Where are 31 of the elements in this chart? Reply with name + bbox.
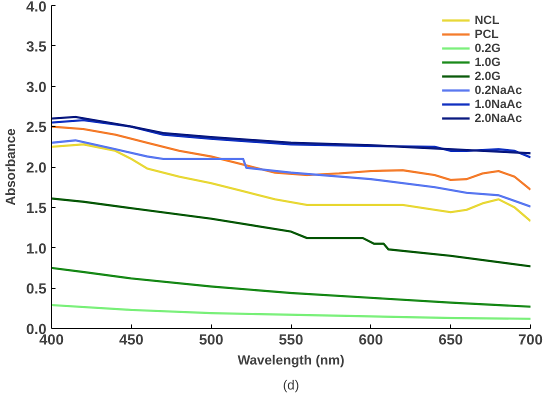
legend-label: 1.0G (474, 55, 501, 69)
text: (d) (282, 378, 300, 392)
x-tick-label: 700 (518, 332, 543, 348)
y-tick-label: 1.5 (26, 200, 46, 217)
line-series (52, 143, 530, 222)
x-axis-title: Wavelength (nm) (238, 352, 344, 368)
x-tick-label: 550 (278, 332, 304, 348)
x-tick-label: 600 (358, 332, 384, 348)
y-tick-label: 3.0 (26, 80, 46, 96)
y-axis-title: Absorbance (3, 128, 18, 206)
x-tick-label: 650 (438, 332, 463, 348)
legend-label: 0.2NaAc (474, 83, 522, 97)
y-tick-label: 1.0 (26, 241, 46, 258)
legend-label: 1.0NaAc (474, 97, 522, 111)
legend-label: 2.0G (474, 69, 501, 83)
y-tick-label: 3.5 (26, 39, 46, 56)
x-tick-label: 500 (198, 332, 224, 348)
y-tick-label: 4.0 (26, 0, 46, 16)
line-series (52, 266, 530, 308)
legend-label: 2.0NaAc (474, 111, 522, 125)
legend-label: NCL (474, 13, 500, 27)
x-tick-label: 450 (119, 332, 144, 348)
line-series (52, 139, 530, 208)
y-tick-label: 0.5 (26, 282, 46, 298)
line-series (52, 304, 530, 320)
legend-label: 0.2G (474, 41, 501, 55)
legend-label: PCL (474, 27, 499, 41)
line-series (52, 126, 530, 191)
line-series (52, 197, 530, 268)
y-tick-label: 2.5 (26, 120, 46, 136)
y-tick-label: 2.0 (26, 160, 46, 176)
